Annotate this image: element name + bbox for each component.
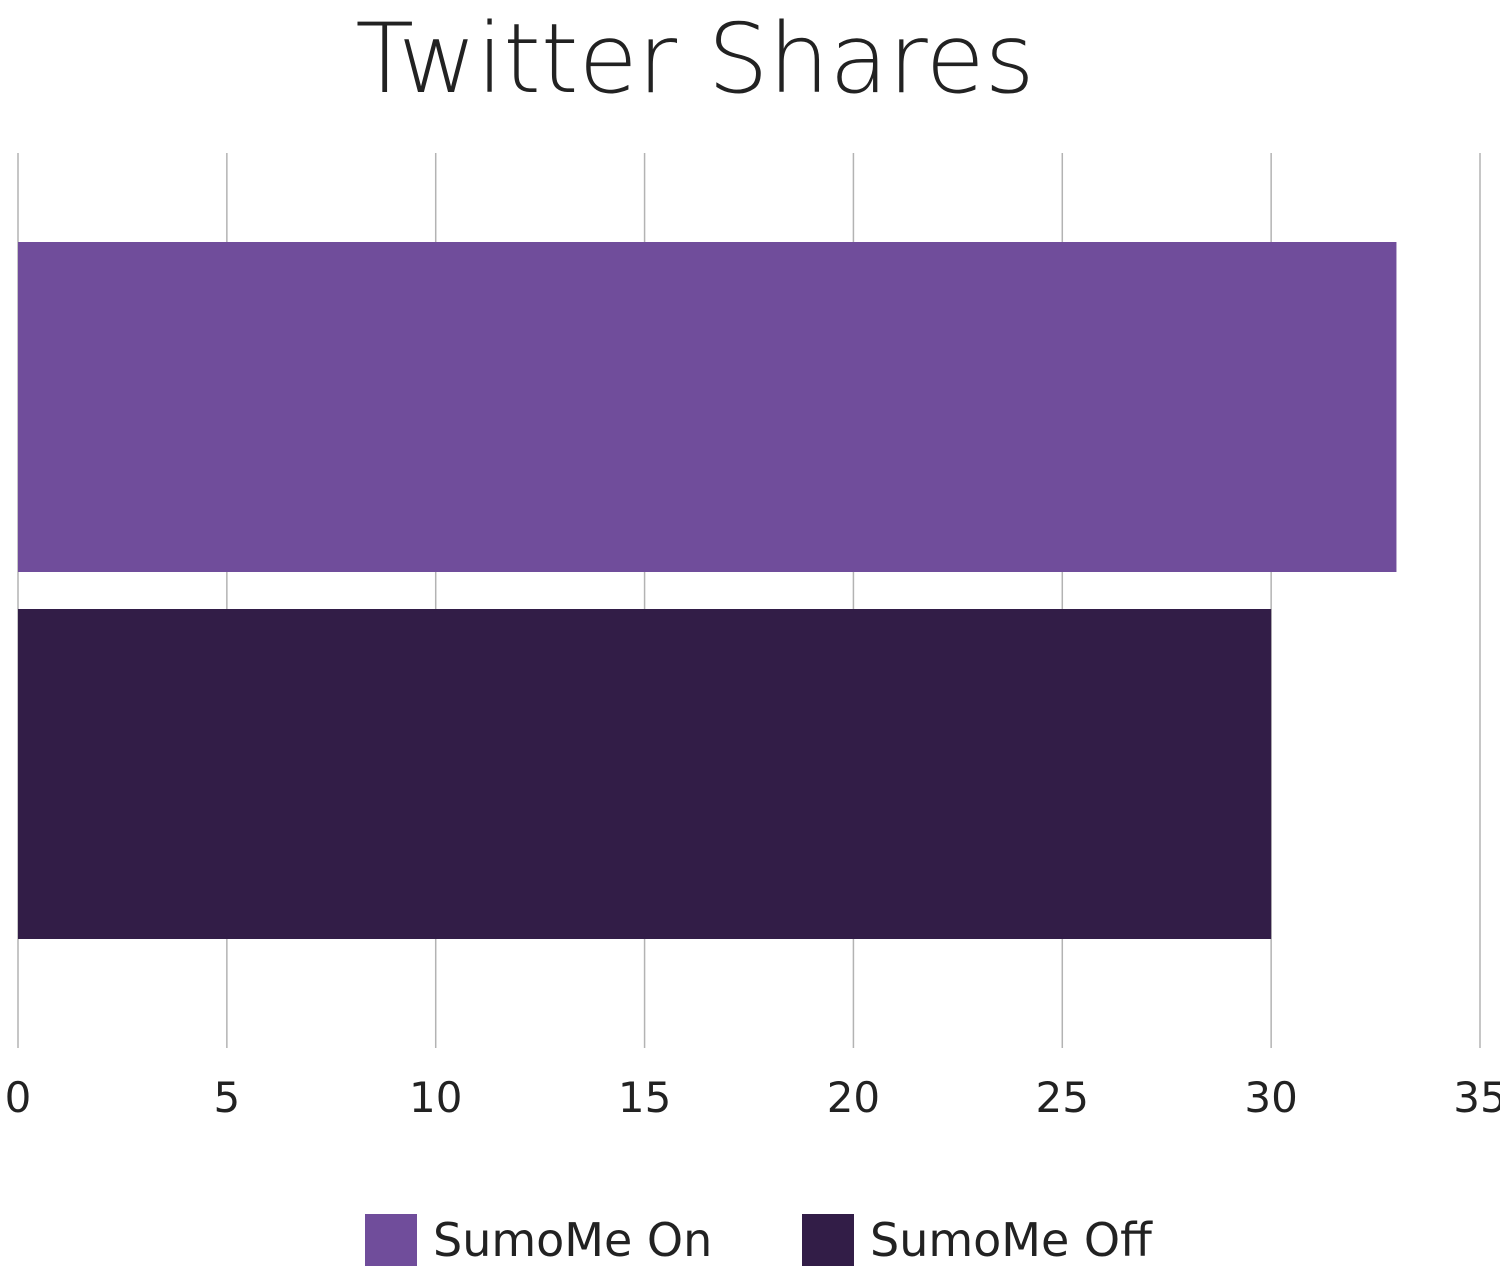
legend-swatch-sumome-off bbox=[802, 1214, 854, 1266]
x-axis-ticks: 0 5 10 15 20 25 30 35 bbox=[5, 1073, 1500, 1122]
legend: SumoMe On SumoMe Off bbox=[365, 1213, 1153, 1267]
x-tick-label-5: 25 bbox=[1036, 1073, 1089, 1122]
legend-swatch-sumome-on bbox=[365, 1214, 417, 1266]
x-tick-label-0: 0 bbox=[5, 1073, 32, 1122]
x-tick-label-2: 10 bbox=[409, 1073, 462, 1122]
x-tick-label-3: 15 bbox=[618, 1073, 671, 1122]
legend-label-sumome-on: SumoMe On bbox=[433, 1213, 712, 1267]
bar-sumome-on bbox=[18, 242, 1397, 572]
x-tick-label-1: 5 bbox=[213, 1073, 240, 1122]
x-tick-label-6: 30 bbox=[1244, 1073, 1297, 1122]
bars bbox=[18, 242, 1397, 939]
bar-sumome-off bbox=[18, 609, 1272, 939]
x-tick-label-4: 20 bbox=[827, 1073, 880, 1122]
x-tick-label-7: 35 bbox=[1453, 1073, 1500, 1122]
chart-title: Twitter Shares bbox=[355, 3, 1034, 115]
legend-label-sumome-off: SumoMe Off bbox=[870, 1213, 1153, 1267]
